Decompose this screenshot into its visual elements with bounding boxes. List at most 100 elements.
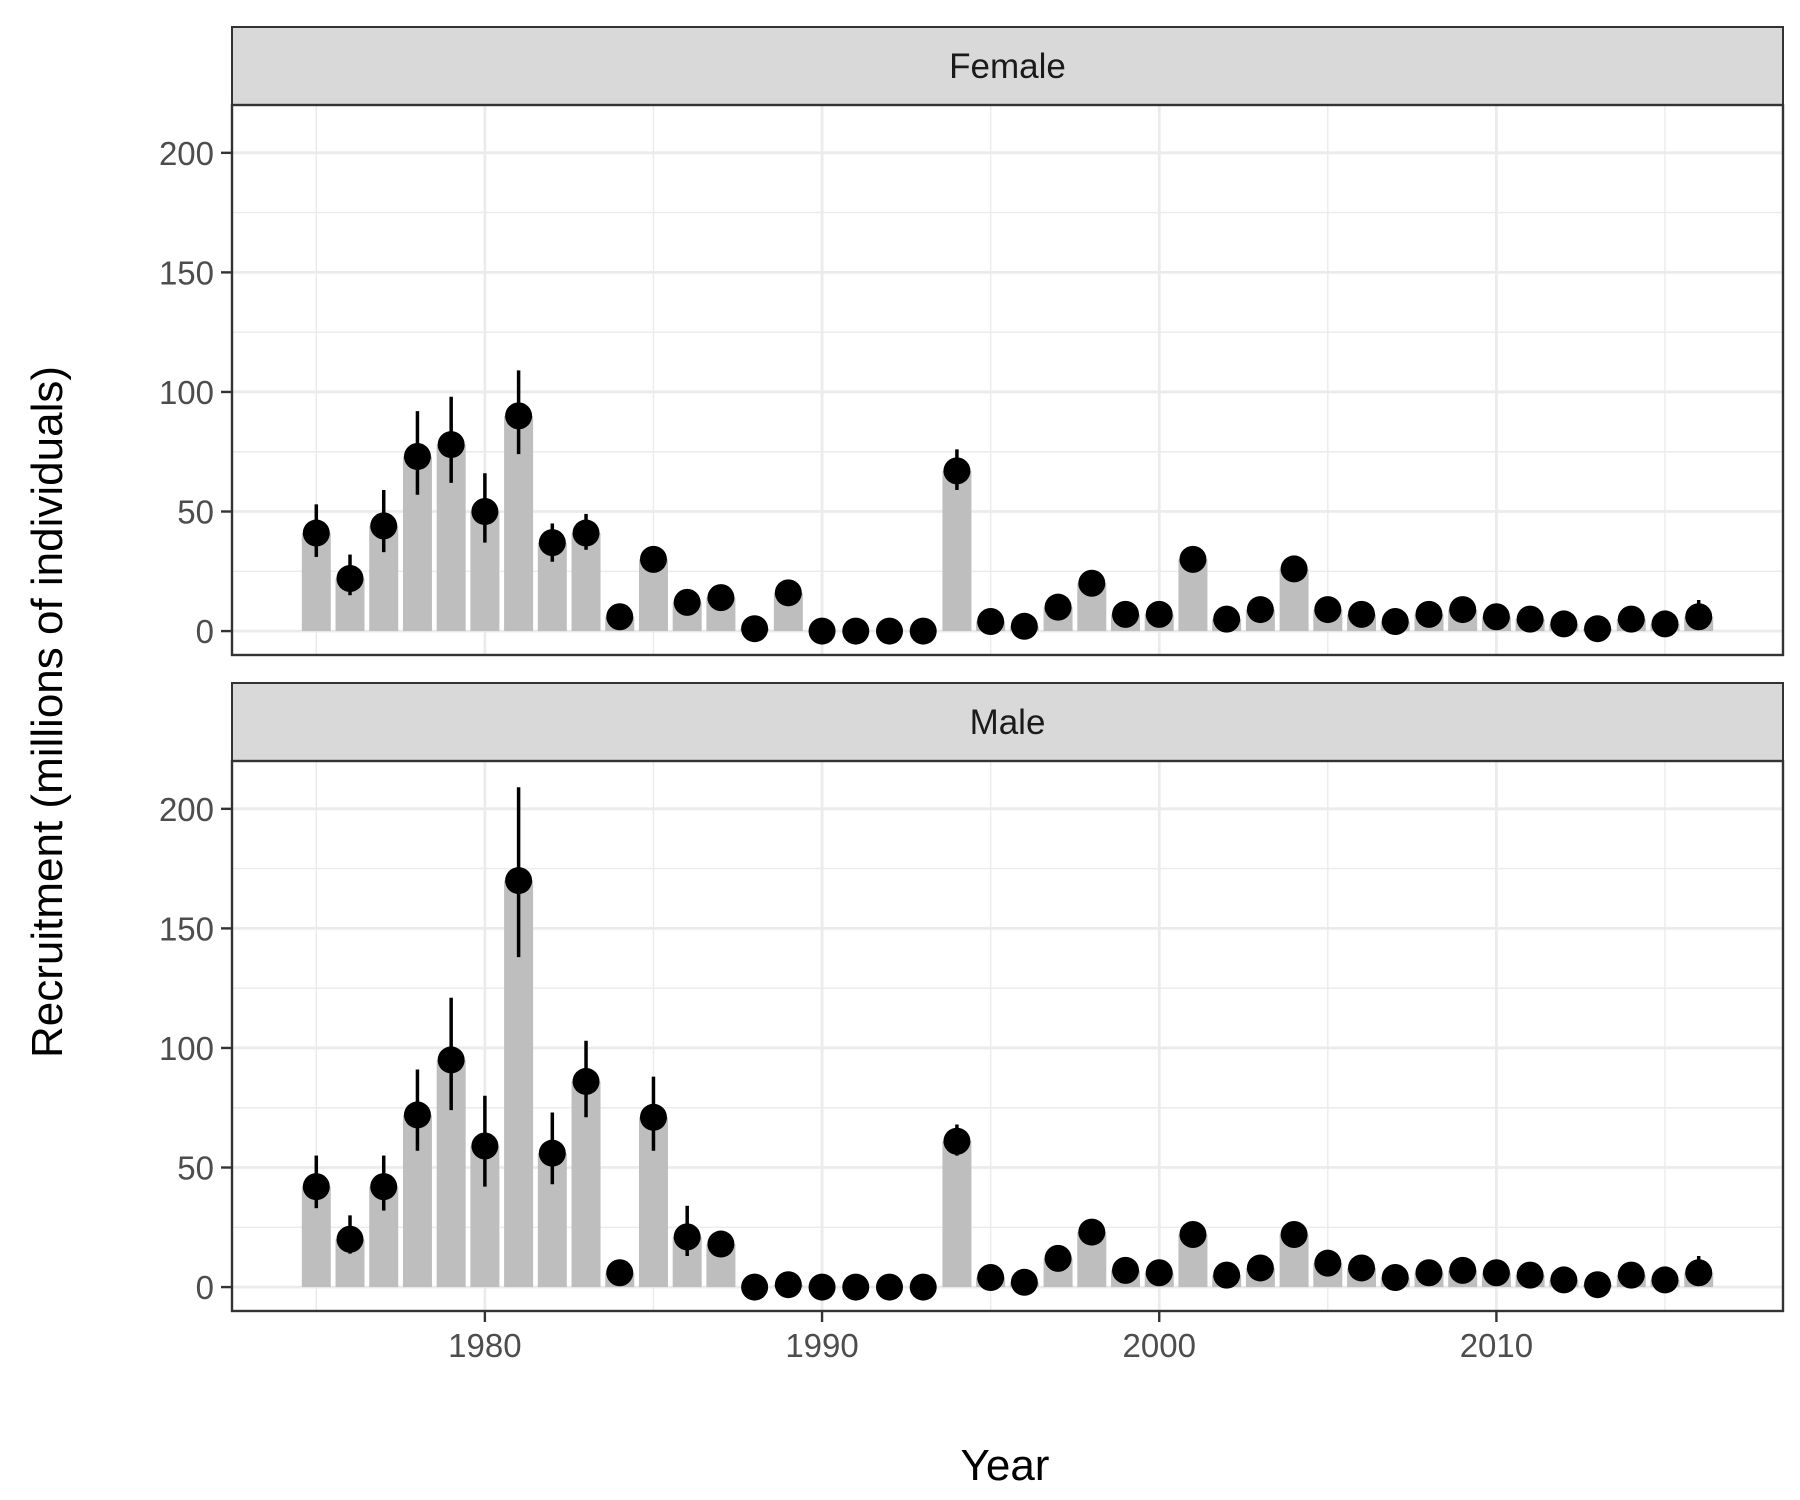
data-point	[505, 867, 533, 895]
data-point	[1685, 1259, 1713, 1287]
panel-border	[230, 759, 1785, 1313]
data-point	[1415, 600, 1443, 628]
x-tick-label: 2010	[1460, 1327, 1533, 1364]
data-point	[1179, 545, 1207, 573]
data-point	[1314, 596, 1342, 624]
data-point	[1381, 608, 1409, 636]
data-point	[1213, 1261, 1241, 1289]
data-point	[336, 564, 364, 592]
data-point	[1348, 1254, 1376, 1282]
data-point	[943, 457, 971, 485]
data-point	[943, 1127, 971, 1155]
facet-strip-label: Male	[970, 703, 1046, 742]
data-point	[1516, 605, 1544, 633]
data-point	[842, 617, 870, 645]
data-point	[336, 1225, 364, 1253]
x-tick-label: 2000	[1123, 1327, 1196, 1364]
data-point	[1010, 1268, 1038, 1296]
data-point	[1145, 600, 1173, 628]
data-point	[1516, 1261, 1544, 1289]
data-point	[1044, 1244, 1072, 1272]
data-point	[1246, 596, 1274, 624]
data-point	[1584, 615, 1612, 643]
panel-border	[230, 103, 1785, 657]
data-point	[1651, 1266, 1679, 1294]
bar	[942, 470, 972, 632]
data-point	[1280, 1220, 1308, 1248]
data-point	[1010, 612, 1038, 640]
data-point	[606, 1259, 634, 1287]
y-tick-label: 150	[159, 254, 214, 291]
bars-layer	[301, 415, 1714, 1288]
data-point	[538, 1139, 566, 1167]
text-layer: Year Recruitment (millions of individual…	[23, 47, 1533, 1490]
data-point	[1213, 605, 1241, 633]
data-point	[1348, 600, 1376, 628]
y-axis-title: Recruitment (millions of individuals)	[23, 366, 72, 1058]
y-tick-label: 100	[159, 1030, 214, 1067]
data-point	[774, 1271, 802, 1299]
data-point	[1651, 610, 1679, 638]
data-point	[707, 1230, 735, 1258]
y-tick-label: 100	[159, 374, 214, 411]
y-tick-label: 0	[196, 1269, 214, 1306]
x-axis-title: Year	[961, 1441, 1050, 1490]
data-point	[1449, 596, 1477, 624]
facet-strip	[231, 682, 1784, 762]
bar	[942, 1141, 972, 1288]
data-point	[1246, 1254, 1274, 1282]
frame-layer	[230, 26, 1785, 1313]
data-point	[302, 1173, 330, 1201]
data-point	[1550, 1266, 1578, 1294]
data-point	[572, 1067, 600, 1095]
data-point	[673, 1223, 701, 1251]
data-point	[606, 603, 634, 631]
data-point	[403, 443, 431, 471]
data-point	[1078, 569, 1106, 597]
data-point	[1314, 1249, 1342, 1277]
data-point	[1415, 1259, 1443, 1287]
data-point	[842, 1273, 870, 1301]
y-tick-label: 200	[159, 135, 214, 172]
facet-strip	[231, 26, 1784, 106]
data-point	[370, 512, 398, 540]
data-point	[741, 615, 769, 643]
data-point	[875, 617, 903, 645]
y-tick-label: 50	[177, 1150, 214, 1187]
data-point	[471, 498, 499, 526]
data-point	[1449, 1256, 1477, 1284]
data-point	[909, 617, 937, 645]
data-point	[639, 545, 667, 573]
data-point	[707, 584, 735, 612]
y-tick-label: 200	[159, 791, 214, 828]
data-point	[1617, 605, 1645, 633]
data-point	[1078, 1218, 1106, 1246]
data-point	[1482, 603, 1510, 631]
x-tick-label: 1980	[448, 1327, 521, 1364]
data-point	[808, 1273, 836, 1301]
data-point	[538, 529, 566, 557]
data-point	[1550, 610, 1578, 638]
y-tick-label: 150	[159, 910, 214, 947]
y-tick-label: 50	[177, 494, 214, 531]
data-point	[639, 1103, 667, 1131]
data-point	[302, 519, 330, 547]
data-point	[741, 1273, 769, 1301]
data-point	[1145, 1259, 1173, 1287]
data-point	[471, 1132, 499, 1160]
axes-layer	[221, 151, 1498, 1322]
data-point	[403, 1101, 431, 1129]
data-point	[572, 519, 600, 547]
data-point	[1584, 1271, 1612, 1299]
data-point	[1112, 600, 1140, 628]
data-point	[1044, 593, 1072, 621]
y-tick-label: 0	[196, 613, 214, 650]
data-point	[437, 431, 465, 459]
data-point	[370, 1173, 398, 1201]
facet-strip-label: Female	[949, 47, 1066, 86]
data-point	[977, 1264, 1005, 1292]
data-point	[437, 1046, 465, 1074]
data-point	[774, 579, 802, 607]
data-point	[1617, 1261, 1645, 1289]
